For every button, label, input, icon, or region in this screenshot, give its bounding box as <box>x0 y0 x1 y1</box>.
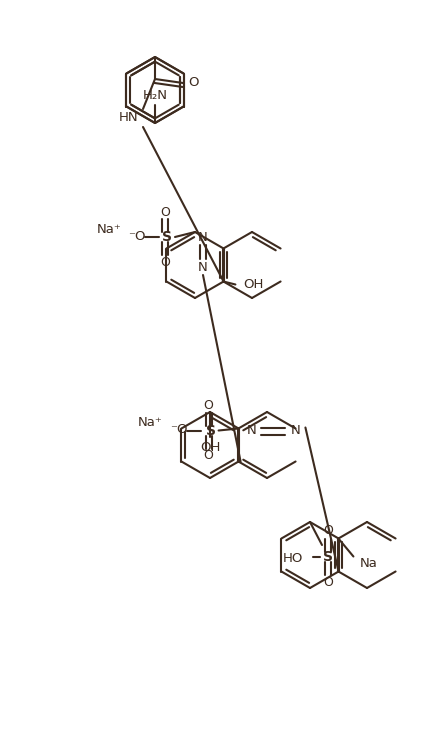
Text: ⁻O: ⁻O <box>170 423 187 436</box>
Text: OH: OH <box>200 441 220 453</box>
Text: H₂N: H₂N <box>143 89 168 102</box>
Text: N: N <box>291 424 300 437</box>
Text: N: N <box>247 424 256 437</box>
Text: O: O <box>203 399 214 412</box>
Text: HO: HO <box>283 553 303 565</box>
Text: N: N <box>198 230 208 244</box>
Text: Na⁺: Na⁺ <box>138 416 163 429</box>
Text: S: S <box>162 230 172 244</box>
Text: S: S <box>323 550 333 564</box>
Text: S: S <box>206 424 216 438</box>
Text: O: O <box>323 576 333 590</box>
Text: O: O <box>323 525 333 537</box>
Text: ⁻O: ⁻O <box>128 230 146 243</box>
Text: O: O <box>203 449 214 462</box>
Text: Na: Na <box>360 557 377 570</box>
Text: N: N <box>198 261 208 274</box>
Text: O: O <box>160 255 170 269</box>
Text: OH: OH <box>243 278 264 291</box>
Text: O: O <box>188 75 198 89</box>
Text: HN: HN <box>119 111 139 123</box>
Text: Na⁺: Na⁺ <box>96 222 121 235</box>
Text: O: O <box>160 205 170 218</box>
